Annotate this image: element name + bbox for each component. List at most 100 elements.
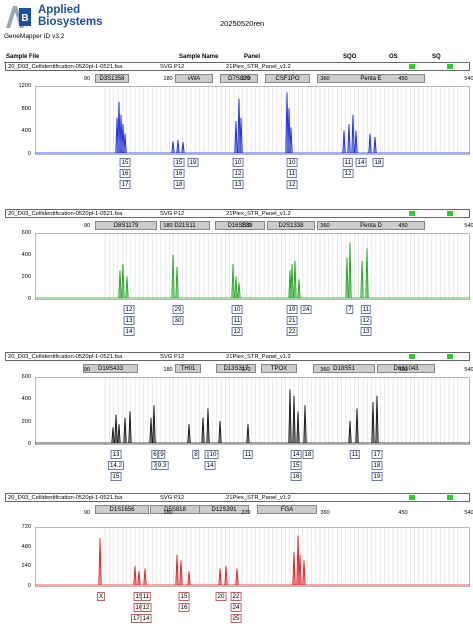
allele-call-label[interactable]: 16 bbox=[178, 603, 190, 612]
allele-call-label[interactable]: 12 bbox=[231, 327, 243, 336]
allele-call-label[interactable]: 22 bbox=[230, 592, 242, 601]
rfu-tick-label: 400 bbox=[21, 128, 31, 135]
marker-bin-d13s317[interactable]: D13S317 bbox=[216, 364, 256, 373]
allele-call-label[interactable]: 25 bbox=[230, 614, 242, 623]
sample-info-row[interactable]: 20_D03_Cellidentification-0520pl-1-0521.… bbox=[5, 62, 470, 71]
plot-frame bbox=[35, 233, 470, 300]
allele-call-label[interactable]: 20 bbox=[215, 592, 227, 601]
allele-call-label[interactable]: 10 bbox=[286, 158, 298, 167]
allele-call-label[interactable]: 10 bbox=[232, 158, 244, 167]
allele-call-label[interactable]: 19 bbox=[371, 472, 383, 481]
allele-call-label[interactable]: 9 bbox=[158, 450, 166, 459]
rfu-tick-label: 800 bbox=[21, 105, 31, 112]
trace-peak bbox=[123, 133, 127, 154]
marker-bin-d21s11[interactable]: D21S11 bbox=[160, 221, 210, 230]
marker-bin-d18s51[interactable]: D18S51 bbox=[313, 364, 375, 373]
marker-bin-th01[interactable]: TH01 bbox=[175, 364, 201, 373]
allele-call-label[interactable]: 21 bbox=[286, 316, 298, 325]
allele-call-label[interactable]: 11 bbox=[286, 169, 298, 178]
allele-call-label[interactable]: 7 bbox=[346, 305, 354, 314]
electropherogram-plot[interactable] bbox=[35, 233, 470, 301]
allele-call-label[interactable]: 24 bbox=[300, 305, 312, 314]
sample-info-row[interactable]: 20_D03_Cellidentification-0520pl-1-0521.… bbox=[5, 209, 470, 218]
marker-bin-csf1po[interactable]: CSF1PO bbox=[265, 74, 310, 83]
allele-call-label[interactable]: 11 bbox=[360, 305, 372, 314]
allele-call-label[interactable]: 12 bbox=[140, 603, 152, 612]
run-id: 20250520ren bbox=[220, 19, 265, 28]
marker-bin-d16s539[interactable]: D16S539 bbox=[215, 221, 265, 230]
marker-bin-d8s1179[interactable]: D8S1179 bbox=[95, 221, 157, 230]
allele-call-label[interactable]: 11 bbox=[242, 450, 254, 459]
allele-call-label[interactable]: 16 bbox=[119, 169, 131, 178]
allele-call-label[interactable]: 15 bbox=[119, 158, 131, 167]
app-version: GeneMapper ID v3.2 bbox=[4, 33, 65, 40]
allele-call-label[interactable]: 15 bbox=[110, 472, 122, 481]
marker-bin-d3s1358[interactable]: D3S1358 bbox=[95, 74, 129, 83]
marker-bin-d2s1338[interactable]: D2S1338 bbox=[267, 221, 315, 230]
allele-call-label[interactable]: 22 bbox=[286, 327, 298, 336]
trace-peak bbox=[133, 565, 137, 586]
allele-call-label[interactable]: 12 bbox=[123, 305, 135, 314]
allele-call-label[interactable]: 8 bbox=[192, 450, 200, 459]
allele-call-label[interactable]: 16 bbox=[290, 472, 302, 481]
allele-call-label[interactable]: 18 bbox=[173, 180, 185, 189]
marker-bin-d19s433[interactable]: D19S433 bbox=[83, 364, 138, 373]
trace-peak bbox=[348, 242, 352, 299]
electropherogram-plot[interactable] bbox=[35, 527, 470, 588]
allele-call-label[interactable]: 18 bbox=[302, 450, 314, 459]
allele-call-label[interactable]: 14 bbox=[204, 461, 216, 470]
allele-call-label[interactable]: 13 bbox=[123, 316, 135, 325]
allele-call-label[interactable]: 18 bbox=[372, 158, 384, 167]
allele-call-label[interactable]: 10 bbox=[207, 450, 219, 459]
allele-call-label[interactable]: 17 bbox=[119, 180, 131, 189]
allele-call-label[interactable]: 13 bbox=[232, 180, 244, 189]
allele-call-label[interactable]: 12 bbox=[232, 169, 244, 178]
allele-call-label[interactable]: 15 bbox=[178, 592, 190, 601]
marker-bin-penta-e[interactable]: Penta E bbox=[317, 74, 425, 83]
allele-call-label[interactable]: 12 bbox=[342, 169, 354, 178]
allele-call-label[interactable]: 6 bbox=[151, 450, 159, 459]
marker-bin-penta-d[interactable]: Penta D bbox=[317, 221, 425, 230]
marker-bin-tpox[interactable]: TPOX bbox=[261, 364, 297, 373]
marker-bin-vwa[interactable]: vWA bbox=[175, 74, 213, 83]
allele-call-label[interactable]: 24 bbox=[230, 603, 242, 612]
allele-call-label[interactable]: 11 bbox=[140, 592, 152, 601]
allele-call-label[interactable]: 30 bbox=[172, 316, 184, 325]
marker-bin-d5s818[interactable]: D5S818 bbox=[150, 505, 200, 514]
allele-call-label[interactable]: 14 bbox=[355, 158, 367, 167]
allele-call-label[interactable]: 14.2 bbox=[107, 461, 125, 470]
allele-call-label[interactable]: 11 bbox=[342, 158, 354, 167]
marker-bin-d1s1656[interactable]: D1S1656 bbox=[95, 505, 149, 514]
marker-bin-d12s391[interactable]: D12S391 bbox=[199, 505, 249, 514]
allele-call-label[interactable]: X bbox=[96, 592, 106, 601]
allele-call-label[interactable]: 19 bbox=[187, 158, 199, 167]
trace-peak bbox=[351, 114, 355, 154]
allele-call-label[interactable]: 13 bbox=[360, 327, 372, 336]
marker-bin-fga[interactable]: FGA bbox=[257, 505, 317, 514]
allele-call-label[interactable]: 19 bbox=[286, 305, 298, 314]
allele-call-label[interactable]: 15 bbox=[290, 461, 302, 470]
allele-call-label[interactable]: 16 bbox=[173, 169, 185, 178]
allele-call-label[interactable]: 13 bbox=[110, 450, 122, 459]
allele-call-label[interactable]: 9.3 bbox=[155, 461, 169, 470]
allele-call-label[interactable]: 14 bbox=[140, 614, 152, 623]
allele-call-label[interactable]: 11 bbox=[231, 316, 243, 325]
allele-call-label[interactable]: 17 bbox=[371, 450, 383, 459]
marker-bin-d7s820[interactable]: D7S820 bbox=[220, 74, 258, 83]
electropherogram-plot[interactable] bbox=[35, 377, 470, 446]
allele-call-label[interactable]: 10 bbox=[231, 305, 243, 314]
allele-call-label[interactable]: 11 bbox=[349, 450, 361, 459]
sample-name: SVG P12 bbox=[160, 64, 185, 70]
marker-bin-d6s1043[interactable]: D6S1043 bbox=[377, 364, 435, 373]
allele-call-label[interactable]: 14 bbox=[290, 450, 302, 459]
electropherogram-plot[interactable] bbox=[35, 86, 470, 156]
sample-info-row[interactable]: 20_D03_Cellidentification-0520pl-1-0521.… bbox=[5, 352, 470, 361]
allele-call-label[interactable]: 14 bbox=[123, 327, 135, 336]
sample-info-row[interactable]: 20_D03_Cellidentification-0520pl-1-0521.… bbox=[5, 493, 470, 502]
allele-call-label[interactable]: 12 bbox=[286, 180, 298, 189]
trace-peak bbox=[342, 130, 346, 154]
allele-call-label[interactable]: 18 bbox=[371, 461, 383, 470]
allele-call-label[interactable]: 29 bbox=[172, 305, 184, 314]
allele-call-label[interactable]: 12 bbox=[360, 316, 372, 325]
allele-call-label[interactable]: 15 bbox=[173, 158, 185, 167]
